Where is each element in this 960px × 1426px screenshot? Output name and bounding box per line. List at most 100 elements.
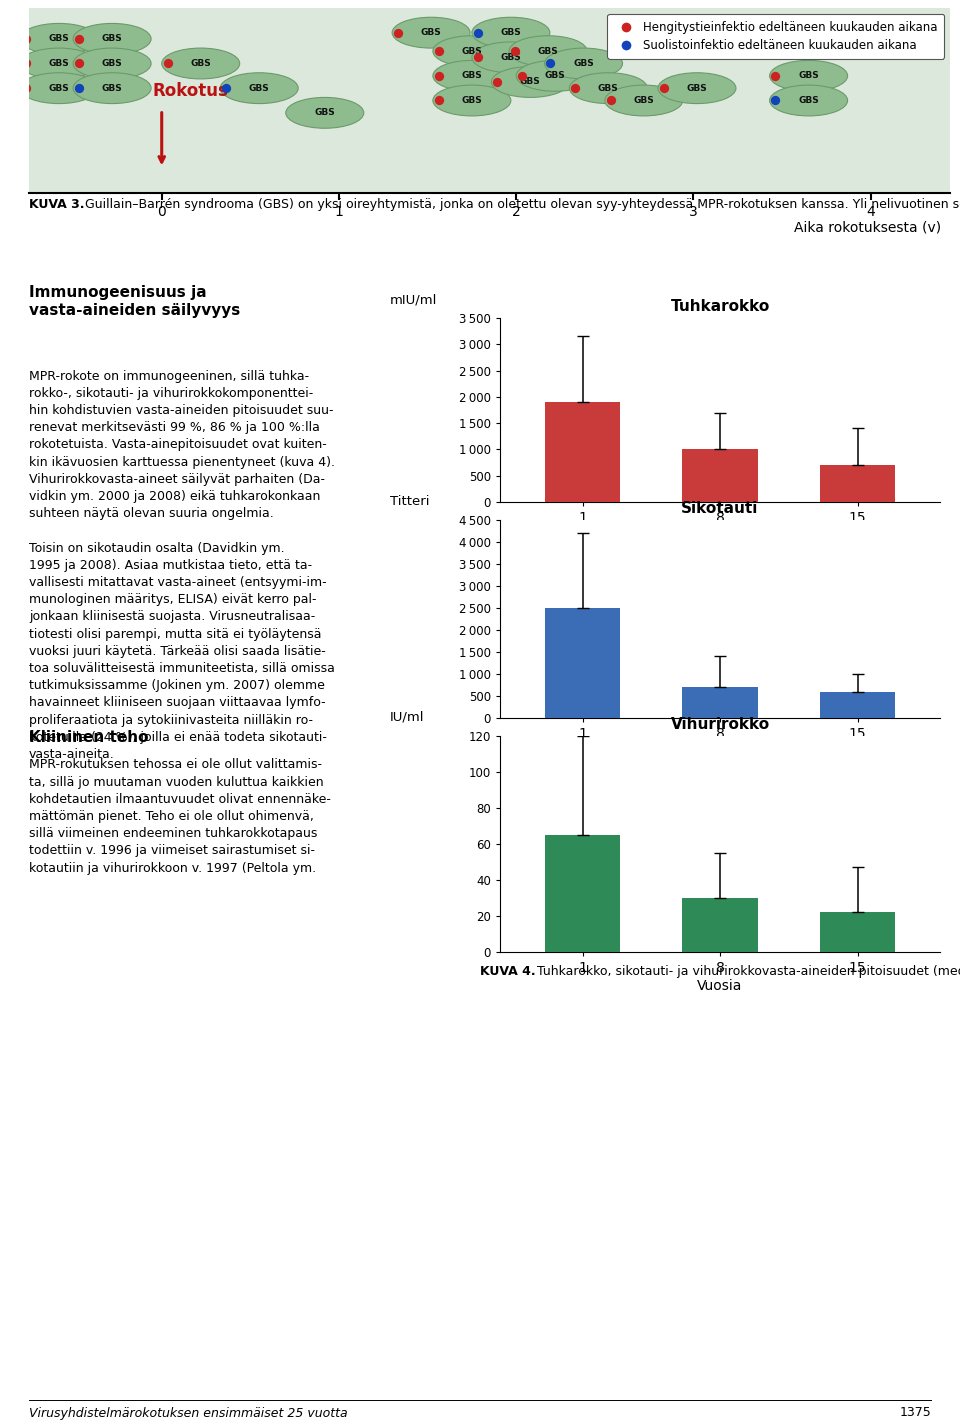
Point [71, 53, 86, 76]
Text: KUVA 3.: KUVA 3. [29, 198, 84, 211]
Point [768, 88, 783, 111]
Bar [820, 913, 896, 953]
X-axis label: Aika rokotuksesta (v): Aika rokotuksesta (v) [794, 221, 941, 235]
Text: GBS: GBS [500, 29, 521, 37]
Point [218, 77, 233, 100]
Text: KUVA 4.: KUVA 4. [480, 965, 536, 978]
Bar [820, 692, 896, 719]
Ellipse shape [472, 41, 550, 73]
Ellipse shape [509, 36, 588, 67]
Ellipse shape [605, 86, 683, 116]
Text: GBS: GBS [462, 96, 482, 106]
Text: GBS: GBS [462, 71, 482, 80]
Ellipse shape [544, 48, 622, 78]
Ellipse shape [220, 73, 299, 104]
Text: GBS: GBS [190, 58, 211, 68]
Ellipse shape [569, 73, 647, 104]
Text: GBS: GBS [500, 53, 521, 61]
Bar [544, 607, 620, 719]
Bar [544, 836, 620, 953]
Text: GBS: GBS [538, 47, 559, 56]
Text: GBS: GBS [545, 71, 565, 80]
Point [71, 77, 86, 100]
Ellipse shape [770, 60, 848, 91]
Ellipse shape [73, 48, 151, 78]
Text: GBS: GBS [634, 96, 654, 106]
Text: GBS: GBS [49, 34, 69, 43]
Text: GBS: GBS [520, 77, 540, 87]
Point [431, 40, 446, 63]
Text: 1375: 1375 [900, 1406, 931, 1419]
Bar [683, 449, 757, 502]
Point [768, 64, 783, 87]
Ellipse shape [516, 60, 594, 91]
Text: MPR-rokote on immunogeeninen, sillä tuhka-
rokko-, sikotauti- ja vihurirokkokomp: MPR-rokote on immunogeeninen, sillä tuhk… [29, 369, 335, 761]
Point [656, 77, 671, 100]
Title: Sikotauti: Sikotauti [682, 501, 758, 516]
Text: GBS: GBS [799, 96, 819, 106]
Bar [544, 402, 620, 502]
Title: Vihurirokko: Vihurirokko [670, 717, 770, 732]
Text: GBS: GBS [462, 47, 482, 56]
Text: GBS: GBS [598, 84, 618, 93]
Ellipse shape [20, 48, 98, 78]
Ellipse shape [492, 67, 569, 97]
Text: GBS: GBS [420, 29, 442, 37]
Text: Titteri: Titteri [390, 495, 429, 508]
Text: GBS: GBS [573, 58, 594, 68]
Ellipse shape [286, 97, 364, 128]
Text: Tuhkarokko, sikotauti- ja vihurirokkovasta-aineiden pitoisuudet (mediaani ja kes: Tuhkarokko, sikotauti- ja vihurirokkovas… [533, 965, 960, 978]
Bar [683, 898, 757, 953]
Point [71, 27, 86, 50]
Text: Kliininen teho: Kliininen teho [29, 730, 148, 744]
Text: Guillain–Barrén syndrooma (GBS) on yksi oireyhtymistä, jonka on oletettu olevan : Guillain–Barrén syndrooma (GBS) on yksi … [82, 198, 960, 211]
Ellipse shape [20, 73, 98, 104]
Text: GBS: GBS [315, 108, 335, 117]
Text: GBS: GBS [249, 84, 270, 93]
Ellipse shape [73, 73, 151, 104]
Point [603, 88, 618, 111]
Text: GBS: GBS [102, 58, 123, 68]
Point [431, 64, 446, 87]
Text: GBS: GBS [49, 84, 69, 93]
Ellipse shape [433, 36, 511, 67]
Text: Rokotus: Rokotus [153, 83, 228, 100]
Point [18, 27, 34, 50]
Ellipse shape [433, 86, 511, 116]
Text: mIU/ml: mIU/ml [390, 294, 438, 307]
Ellipse shape [770, 86, 848, 116]
Text: IU/ml: IU/ml [390, 710, 424, 723]
Point [470, 46, 486, 68]
Point [515, 64, 530, 87]
Text: GBS: GBS [102, 34, 123, 43]
Ellipse shape [433, 60, 511, 91]
Text: Immunogeenisuus ja
vasta-aineiden säilyvyys: Immunogeenisuus ja vasta-aineiden säilyv… [29, 285, 240, 318]
Point [490, 71, 505, 94]
Point [507, 40, 522, 63]
Point [567, 77, 583, 100]
Text: GBS: GBS [686, 84, 708, 93]
Title: Tuhkarokko: Tuhkarokko [670, 299, 770, 314]
Ellipse shape [73, 23, 151, 54]
Ellipse shape [20, 23, 98, 54]
Text: Virusyhdistelmärokotuksen ensimmäiset 25 vuotta: Virusyhdistelmärokotuksen ensimmäiset 25… [29, 1406, 348, 1419]
Point [391, 21, 406, 44]
Point [542, 53, 558, 76]
Point [431, 88, 446, 111]
Ellipse shape [161, 48, 240, 78]
Ellipse shape [392, 17, 470, 48]
Ellipse shape [472, 17, 550, 48]
Point [470, 21, 486, 44]
Bar [683, 687, 757, 719]
Legend: Hengitystieinfektio edeltäneen kuukauden aikana, Suolistoinfektio edeltäneen kuu: Hengitystieinfektio edeltäneen kuukauden… [608, 14, 945, 58]
Text: GBS: GBS [49, 58, 69, 68]
Bar [820, 465, 896, 502]
Text: GBS: GBS [102, 84, 123, 93]
Ellipse shape [658, 73, 736, 104]
Point [18, 77, 34, 100]
Text: MPR-rokutuksen tehossa ei ole ollut valittamis-
ta, sillä jo muutaman vuoden kul: MPR-rokutuksen tehossa ei ole ollut vali… [29, 759, 330, 874]
Point [18, 53, 34, 76]
Point [160, 53, 176, 76]
Text: GBS: GBS [799, 71, 819, 80]
X-axis label: Vuosia: Vuosia [697, 980, 743, 992]
